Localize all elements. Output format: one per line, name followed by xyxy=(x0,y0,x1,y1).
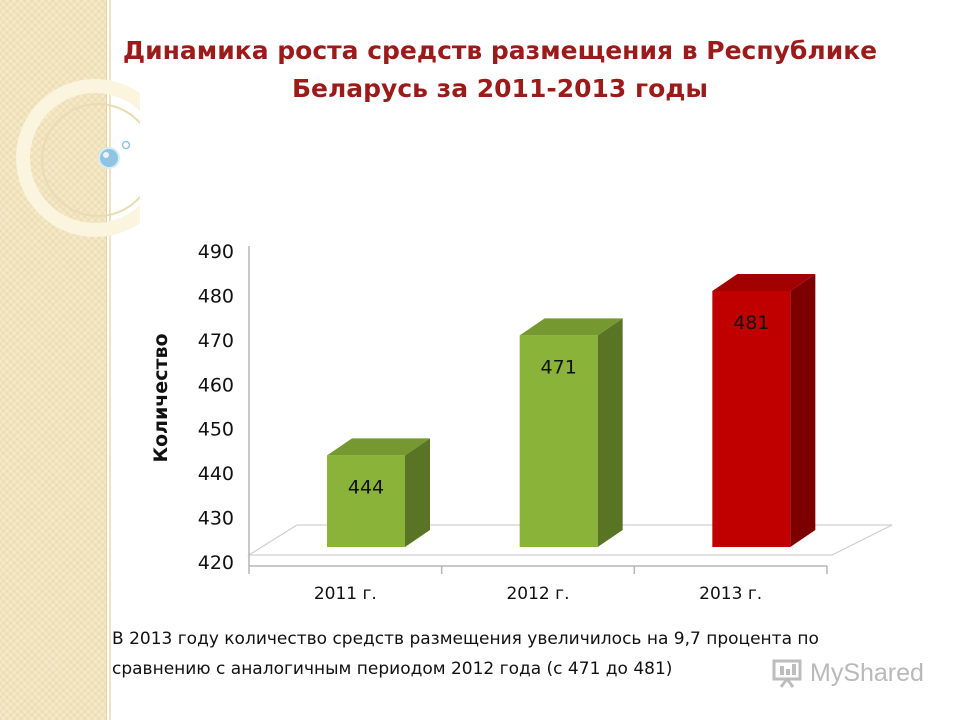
slide-title-line-2: Беларусь за 2011-2013 годы xyxy=(291,74,709,103)
bar-top xyxy=(327,438,430,456)
bar xyxy=(712,290,791,547)
y-tick-label: 490 xyxy=(198,241,234,263)
y-tick-label: 460 xyxy=(198,374,234,396)
chart-bars xyxy=(327,273,816,547)
y-tick-label: 480 xyxy=(198,285,234,307)
bar-side xyxy=(405,438,430,547)
bar-top xyxy=(519,318,623,336)
y-tick-label: 440 xyxy=(198,463,234,485)
bar-data-label: 471 xyxy=(541,356,577,378)
y-tick-label: 470 xyxy=(198,330,234,352)
slide-title: Динамика роста средств размещения в Респ… xyxy=(120,32,880,108)
y-tick-label: 450 xyxy=(198,419,234,441)
bar-side xyxy=(790,273,816,547)
x-tick-label: 2013 г. xyxy=(699,584,762,604)
x-tick-label: 2012 г. xyxy=(506,584,569,604)
slide-caption: В 2013 году количество средств размещени… xyxy=(112,624,942,684)
chart-labels: 420 430 440 450 460 470 480 490 Количество 444 201… xyxy=(150,241,769,604)
bar-side xyxy=(597,318,623,547)
decorative-bubble-highlight xyxy=(103,152,109,158)
slide-title-line-1: Динамика роста средств размещения в Респ… xyxy=(122,36,878,65)
y-tick-label: 430 xyxy=(198,508,234,530)
decorative-side-line xyxy=(109,0,111,720)
bar xyxy=(519,335,598,547)
y-axis-title: Количество xyxy=(150,333,172,462)
presentation-icon xyxy=(772,659,802,688)
caption-line-1: В 2013 году количество средств размещени… xyxy=(112,629,819,649)
caption-line-2: сравнению с аналогичным периодом 2012 го… xyxy=(112,659,673,679)
watermark: MyShared xyxy=(772,656,924,690)
bar-data-label: 481 xyxy=(733,312,769,334)
watermark-text: MyShared xyxy=(810,658,924,687)
x-tick-label: 2011 г. xyxy=(314,584,377,604)
bar xyxy=(327,455,405,547)
decorative-ring-large xyxy=(16,79,140,237)
decorative-bubble-small xyxy=(121,140,131,150)
decorative-ring-inner xyxy=(41,103,140,217)
y-tick-label: 420 xyxy=(198,552,234,574)
decorative-circles xyxy=(16,79,140,237)
chart-axes xyxy=(248,246,828,574)
bar-data-label: 444 xyxy=(348,476,384,498)
bar-top xyxy=(712,273,816,291)
decorative-side-strip xyxy=(0,0,107,720)
